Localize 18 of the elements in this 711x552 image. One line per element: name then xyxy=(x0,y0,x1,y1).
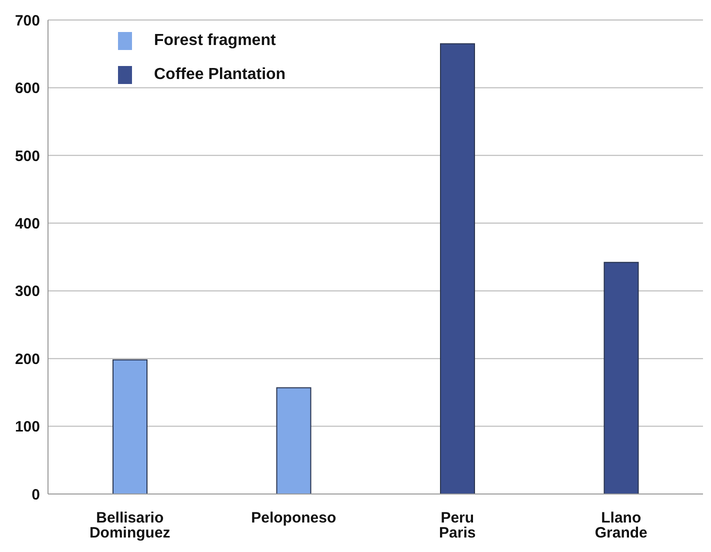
y-tick-label: 500 xyxy=(14,148,40,165)
legend-label: Forest fragment xyxy=(154,32,276,50)
bar xyxy=(440,43,475,494)
y-tick-label: 300 xyxy=(14,283,40,300)
x-tick-label: Peru Paris xyxy=(439,510,476,542)
bar xyxy=(604,262,639,494)
bar xyxy=(276,387,312,494)
y-tick-label: 600 xyxy=(14,80,40,98)
x-tick-label: Llano Grande xyxy=(594,510,648,542)
y-tick-label: 0 xyxy=(32,486,40,504)
y-tick-label: 100 xyxy=(14,418,40,436)
y-tick-label: 400 xyxy=(14,215,40,232)
y-tick-label: 700 xyxy=(14,12,40,30)
x-tick-label: Bellisario Dominguez xyxy=(89,510,170,542)
x-tick-label: Peloponeso xyxy=(251,510,336,527)
legend-label: Coffee Plantation xyxy=(154,66,286,84)
y-tick-label: 200 xyxy=(14,350,40,368)
bar xyxy=(112,359,148,494)
